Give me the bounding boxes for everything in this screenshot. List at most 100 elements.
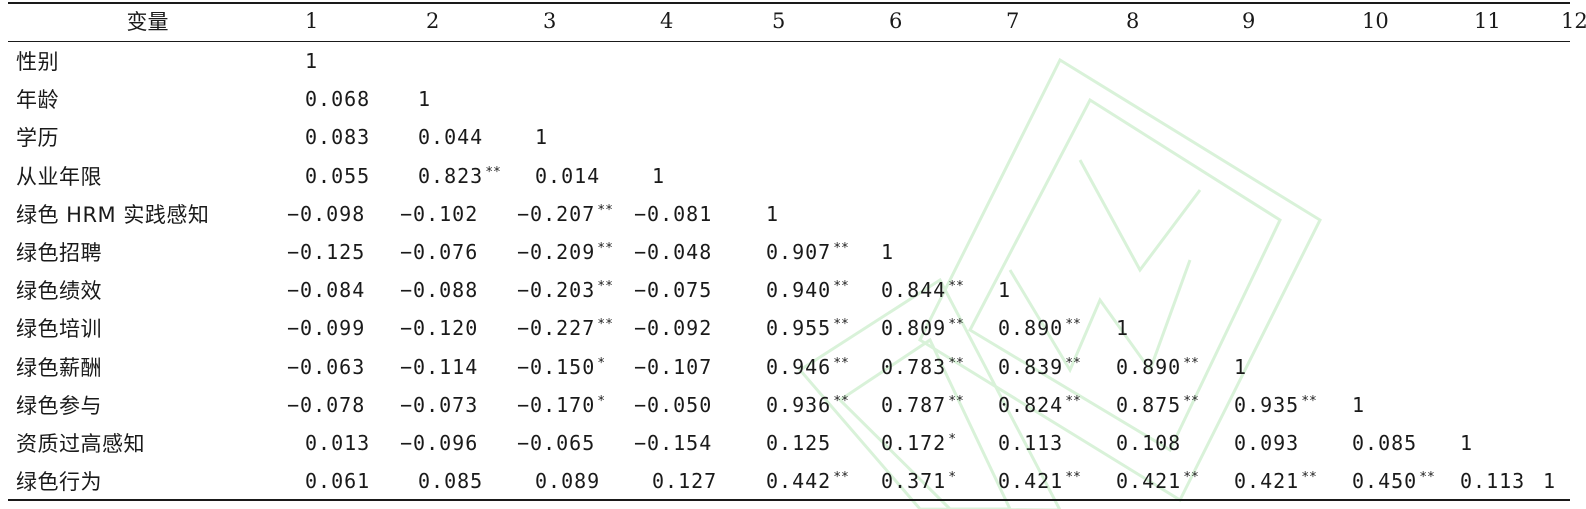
- significance-marker: **: [948, 317, 964, 333]
- table-cell: 0.061: [287, 462, 400, 500]
- table-row: 性别 1: [8, 42, 1570, 80]
- significance-marker: **: [833, 470, 849, 486]
- table-cell: [1334, 42, 1442, 80]
- cell-value: 1: [418, 87, 432, 112]
- cell-value: 0.055: [305, 163, 371, 188]
- cell-value: 0.450: [1352, 469, 1418, 494]
- cell-value: 1: [1460, 430, 1474, 455]
- table-cell: [1442, 42, 1525, 80]
- table-top-rule: [8, 2, 1570, 4]
- table-cell: [1216, 233, 1334, 271]
- table-cell: 0.125: [748, 424, 863, 462]
- table-cell: 0.014: [517, 157, 634, 195]
- cell-value: 0.935: [1234, 392, 1300, 417]
- table-row: 绿色招聘 −0.125 −0.076 −0.209 ** −0.048 0.907 ** 1: [8, 233, 1570, 271]
- table-cell: −0.063: [287, 348, 400, 386]
- table-cell: [1442, 118, 1525, 156]
- significance-marker: **: [1419, 470, 1435, 486]
- table-cell: −0.098: [287, 195, 400, 233]
- table-cell: [980, 233, 1098, 271]
- significance-marker: **: [1183, 470, 1199, 486]
- header-col-4: 4: [660, 9, 674, 33]
- table-cell: 0.421 **: [1216, 462, 1334, 500]
- table-cell: [1334, 271, 1442, 309]
- row-variable-name: 资质过高感知: [16, 431, 145, 456]
- cell-value: 0.085: [1352, 430, 1418, 455]
- table-cell: [748, 80, 863, 118]
- table-cell: 0.085: [400, 462, 517, 500]
- table-cell: [634, 118, 748, 156]
- table-cell: [1098, 157, 1216, 195]
- table-cell: [1525, 80, 1570, 118]
- table-cell: [1216, 42, 1334, 80]
- table-header-rule: [8, 41, 1570, 42]
- cell-value: 1: [1234, 354, 1248, 379]
- cell-value: −0.088: [400, 278, 479, 303]
- table-cell: 0.055: [287, 157, 400, 195]
- table-cell: [1098, 118, 1216, 156]
- table-cell: [1525, 195, 1570, 233]
- cell-value: 0.113: [1460, 469, 1526, 494]
- table-cell: [1525, 271, 1570, 309]
- cell-value: 1: [881, 240, 895, 265]
- cell-value: 0.940: [766, 278, 832, 303]
- table-cell: −0.209 **: [517, 233, 634, 271]
- table-cell: 1: [1525, 462, 1570, 500]
- table-row: 绿色绩效 −0.084 −0.088 −0.203 ** −0.075 0.940 ** 0.8…: [8, 271, 1570, 309]
- cell-value: 0.890: [1116, 354, 1182, 379]
- cell-value: −0.120: [400, 316, 479, 341]
- table-cell: 0.113: [1442, 462, 1525, 500]
- table-cell: 0.809 **: [863, 309, 980, 347]
- cell-value: 0.013: [305, 430, 371, 455]
- cell-value: 0.955: [766, 316, 832, 341]
- table-cell: [748, 157, 863, 195]
- cell-value: −0.092: [634, 316, 713, 341]
- cell-value: 0.113: [998, 430, 1064, 455]
- cell-value: 1: [1543, 469, 1557, 494]
- cell-value: 0.421: [1116, 469, 1182, 494]
- significance-marker: *: [948, 470, 957, 486]
- table-cell: [1334, 80, 1442, 118]
- cell-value: 1: [535, 125, 549, 150]
- table-cell: −0.048: [634, 233, 748, 271]
- header-col-9: 9: [1242, 9, 1256, 33]
- cell-value: 0.061: [305, 469, 371, 494]
- table-cell: −0.078: [287, 386, 400, 424]
- cell-value: 0.083: [305, 125, 371, 150]
- table-cell: [863, 195, 980, 233]
- table-cell: 1: [1442, 424, 1525, 462]
- table-header-row: 变量 1 2 3 4 5 6 7 8 9 10 11 12: [8, 0, 1586, 42]
- cell-value: 0.108: [1116, 430, 1182, 455]
- table-cell: [1216, 195, 1334, 233]
- table-cell: [517, 42, 634, 80]
- table-row: 资质过高感知 0.013 −0.096 −0.065 −0.154 0.125 0.172 *…: [8, 424, 1570, 462]
- table-cell: [1442, 348, 1525, 386]
- row-variable-name: 绿色参与: [16, 393, 102, 418]
- cell-value: 0.085: [418, 469, 484, 494]
- table-cell: 1: [980, 271, 1098, 309]
- table-cell: 0.875 **: [1098, 386, 1216, 424]
- significance-marker: **: [1065, 470, 1081, 486]
- cell-value: 1: [1116, 316, 1130, 341]
- cell-value: 1: [998, 278, 1012, 303]
- table-cell: 1: [287, 42, 400, 80]
- cell-value: 0.442: [766, 469, 832, 494]
- table-cell: [517, 80, 634, 118]
- table-cell: −0.227 **: [517, 309, 634, 347]
- table-cell: [1098, 42, 1216, 80]
- table-cell: [1334, 348, 1442, 386]
- row-variable-name: 绿色培训: [16, 317, 102, 342]
- table-cell: 0.823 **: [400, 157, 517, 195]
- table-cell: 0.936 **: [748, 386, 863, 424]
- table-cell: −0.207 **: [517, 195, 634, 233]
- cell-value: 0.125: [766, 430, 832, 455]
- cell-value: 0.824: [998, 392, 1064, 417]
- table-cell: −0.170 *: [517, 386, 634, 424]
- table-cell: [1216, 118, 1334, 156]
- table-cell: [1098, 233, 1216, 271]
- table-cell: 0.421 **: [980, 462, 1098, 500]
- significance-marker: **: [597, 279, 613, 295]
- table-cell: [1098, 271, 1216, 309]
- cell-value: 0.172: [881, 430, 947, 455]
